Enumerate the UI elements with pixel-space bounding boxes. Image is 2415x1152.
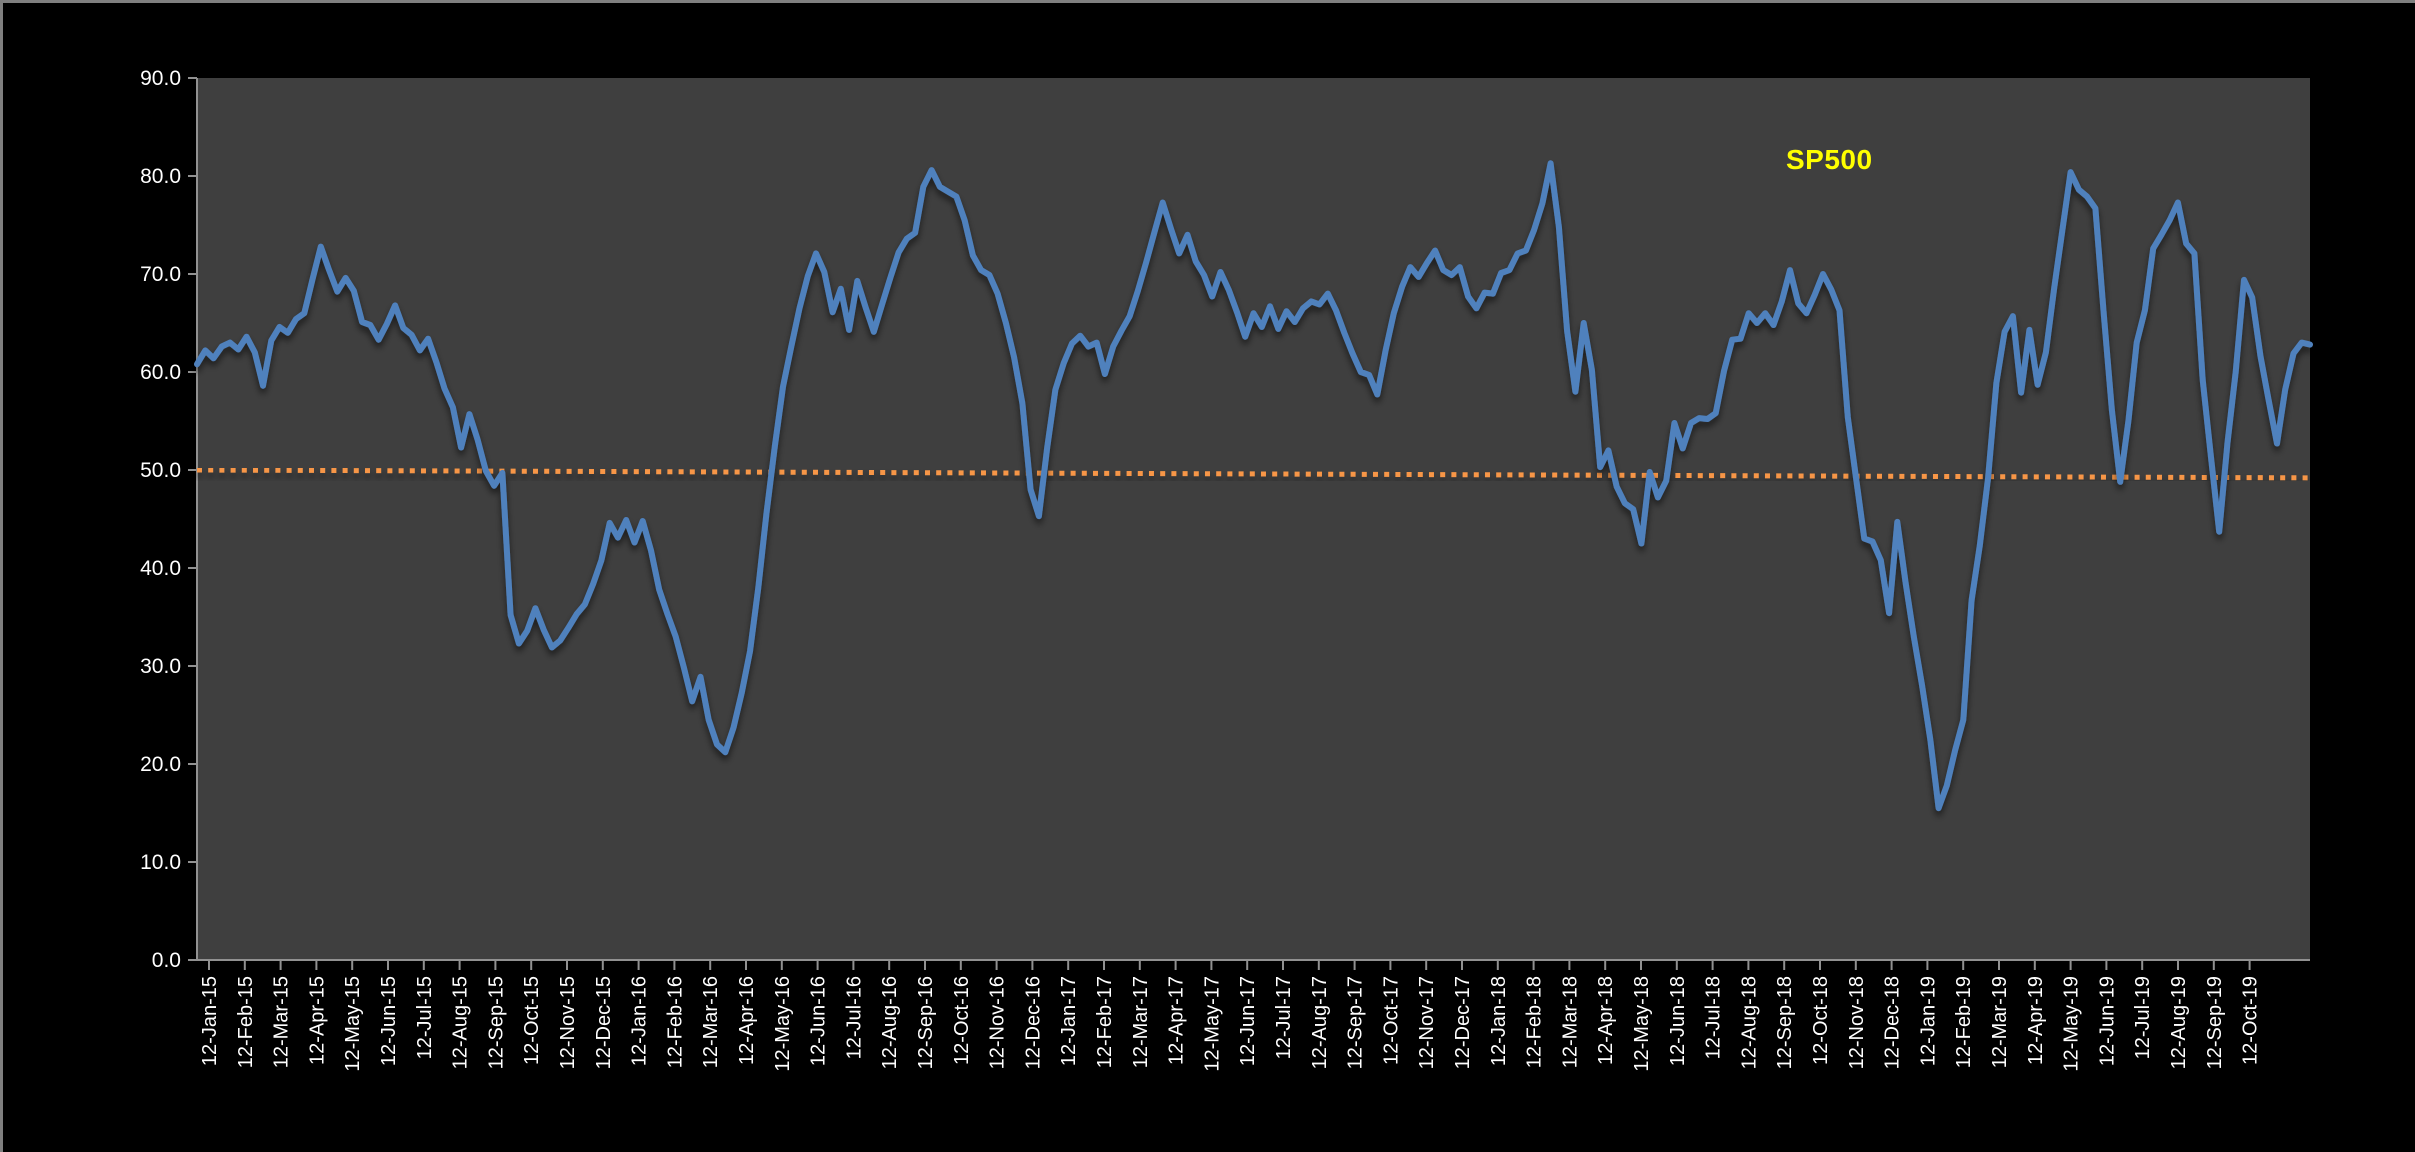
plot-area xyxy=(197,78,2310,960)
x-tick-label: 12-Jan-15 xyxy=(199,976,221,1066)
x-tick-label: 12-Jun-15 xyxy=(378,976,400,1066)
x-tick-label: 12-Mar-15 xyxy=(271,976,293,1068)
x-tick-label: 12-Aug-19 xyxy=(2168,976,2190,1069)
x-tick-label: 12-Feb-18 xyxy=(1524,976,1546,1068)
x-tick-label: 12-Jun-18 xyxy=(1667,976,1689,1066)
window-border-top xyxy=(0,0,2415,3)
x-tick-label: 12-Dec-18 xyxy=(1882,976,1904,1069)
x-tick-label: 12-Jul-16 xyxy=(843,976,865,1059)
y-tick-label: 20.0 xyxy=(140,753,181,776)
y-axis-labels: 90.0 80.0 70.0 60.0 50.0 40.0 30.0 20.0 10.0 0.0 xyxy=(140,67,197,972)
x-tick-label: 12-Jun-16 xyxy=(808,976,830,1066)
x-tick-label: 12-May-19 xyxy=(2061,976,2083,1072)
x-tick-label: 12-Apr-18 xyxy=(1595,976,1617,1065)
x-tick-label: 12-Jul-18 xyxy=(1703,976,1725,1059)
x-tick-label: 12-Apr-19 xyxy=(2025,976,2047,1065)
y-tick-label: 0.0 xyxy=(152,949,181,972)
window-border-left xyxy=(0,0,3,1152)
x-tick-label: 12-Feb-16 xyxy=(664,976,686,1068)
x-tick-label: 12-Aug-18 xyxy=(1738,976,1760,1069)
x-tick-label: 12-Jan-18 xyxy=(1488,976,1510,1066)
x-tick-label: 12-Jul-15 xyxy=(414,976,436,1059)
x-tick-label: 12-Feb-19 xyxy=(1953,976,1975,1068)
trendline xyxy=(196,467,2311,481)
x-tick-label: 12-Aug-17 xyxy=(1309,976,1331,1069)
y-tick-label: 10.0 xyxy=(140,851,181,874)
x-axis-labels: 12-Jan-15 12-Feb-15 12-Mar-15 12-Apr-15 12-M… xyxy=(199,960,2262,1072)
x-tick-label: 12-Nov-18 xyxy=(1846,976,1868,1069)
x-tick-label: 12-Feb-15 xyxy=(235,976,257,1068)
x-tick-label: 12-Jun-17 xyxy=(1237,976,1259,1066)
x-tick-label: 12-Dec-16 xyxy=(1022,976,1044,1069)
y-tick-label: 40.0 xyxy=(140,557,181,580)
x-tick-label: 12-Apr-17 xyxy=(1166,976,1188,1065)
series-label: SP500 xyxy=(1786,144,1873,175)
x-tick-label: 12-Dec-17 xyxy=(1452,976,1474,1069)
y-tick-label: 90.0 xyxy=(140,67,181,90)
x-tick-label: 12-Jul-17 xyxy=(1273,976,1295,1059)
x-tick-label: 12-Jan-16 xyxy=(629,976,651,1066)
x-tick-label: 12-Mar-18 xyxy=(1559,976,1581,1068)
x-tick-label: 12-Apr-15 xyxy=(306,976,328,1065)
x-tick-label: 12-Apr-16 xyxy=(736,976,758,1065)
x-tick-label: 12-Aug-15 xyxy=(450,976,472,1069)
x-tick-label: 12-Mar-16 xyxy=(700,976,722,1068)
x-tick-label: 12-Oct-15 xyxy=(521,976,543,1065)
y-tick-label: 50.0 xyxy=(140,459,181,482)
x-tick-label: 12-Oct-17 xyxy=(1380,976,1402,1065)
x-tick-label: 12-Feb-17 xyxy=(1094,976,1116,1068)
x-tick-label: 12-Nov-16 xyxy=(987,976,1009,1069)
y-tick-label: 60.0 xyxy=(140,361,181,384)
x-tick-label: 12-May-17 xyxy=(1201,976,1223,1072)
x-tick-label: 12-Oct-16 xyxy=(951,976,973,1065)
x-tick-label: 12-Mar-17 xyxy=(1130,976,1152,1068)
x-tick-label: 12-Sep-19 xyxy=(2204,976,2226,1069)
axes xyxy=(196,78,2310,961)
x-tick-label: 12-Sep-18 xyxy=(1774,976,1796,1069)
x-tick-label: 12-Sep-16 xyxy=(915,976,937,1069)
x-tick-label: 12-Nov-17 xyxy=(1416,976,1438,1069)
sp500-series-line xyxy=(194,160,2313,812)
x-tick-label: 12-Mar-19 xyxy=(1989,976,2011,1068)
x-tick-label: 12-May-18 xyxy=(1631,976,1653,1072)
x-tick-label: 12-Nov-15 xyxy=(557,976,579,1069)
x-tick-label: 12-Oct-19 xyxy=(2240,976,2262,1065)
x-tick-label: 12-Dec-15 xyxy=(593,976,615,1069)
x-tick-label: 12-May-15 xyxy=(342,976,364,1072)
x-tick-label: 12-Sep-17 xyxy=(1345,976,1367,1069)
x-tick-label: 12-Sep-15 xyxy=(485,976,507,1069)
x-tick-label: 12-Oct-18 xyxy=(1810,976,1832,1065)
x-tick-label: 12-May-16 xyxy=(772,976,794,1072)
x-tick-label: 12-Jan-19 xyxy=(1917,976,1939,1066)
x-tick-label: 12-Jan-17 xyxy=(1058,976,1080,1066)
y-tick-label: 80.0 xyxy=(140,165,181,188)
x-tick-label: 12-Jun-19 xyxy=(2096,976,2118,1066)
x-tick-label: 12-Jul-19 xyxy=(2132,976,2154,1059)
y-tick-label: 30.0 xyxy=(140,655,181,678)
x-tick-label: 12-Aug-16 xyxy=(879,976,901,1069)
y-tick-label: 70.0 xyxy=(140,263,181,286)
